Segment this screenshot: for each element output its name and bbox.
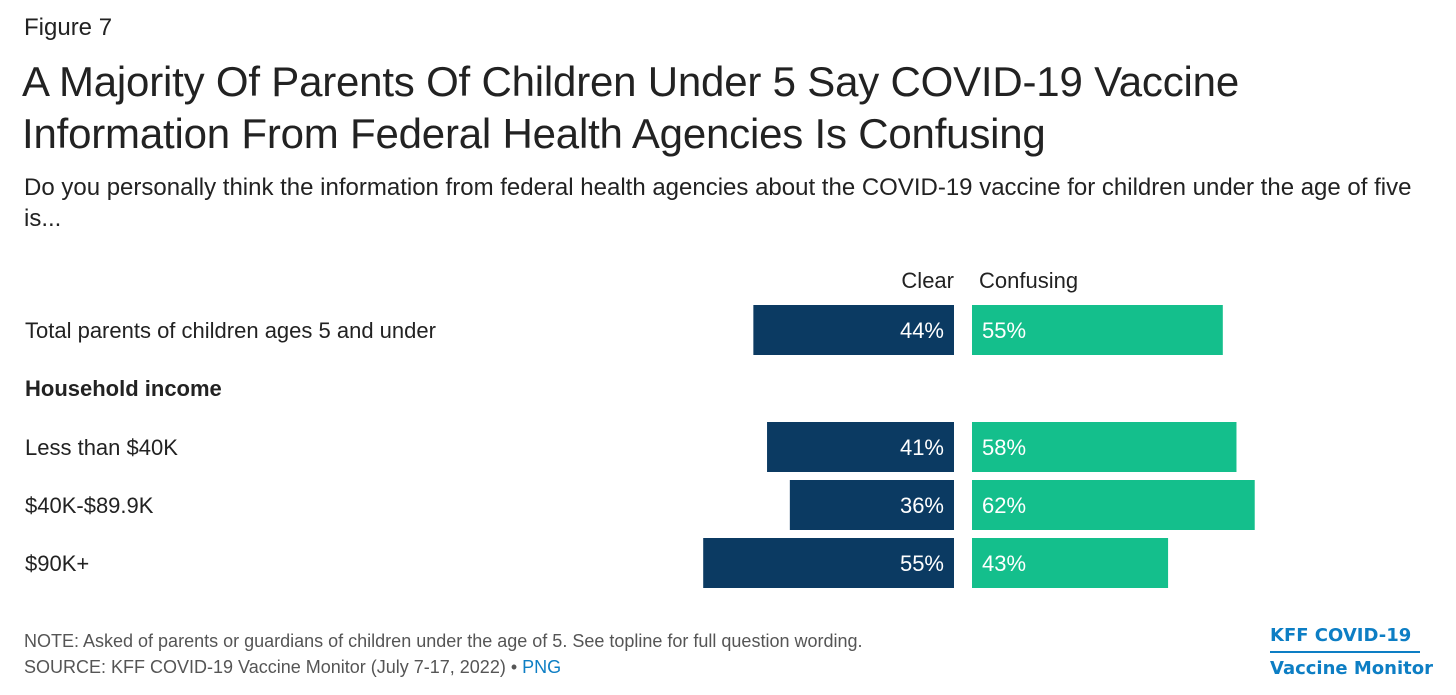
png-link[interactable]: PNG <box>522 657 562 677</box>
bar-label-confusing: 55% <box>982 318 1026 343</box>
row-label: $40K-$89.9K <box>25 493 154 518</box>
bar-label-confusing: 43% <box>982 551 1026 576</box>
bar-confusing <box>972 305 1223 355</box>
row-label: Total parents of children ages 5 and und… <box>25 318 436 343</box>
chart-subtitle: Do you personally think the information … <box>24 174 1412 232</box>
bar-confusing <box>972 480 1255 530</box>
bar-clear <box>789 480 954 530</box>
row-label: Less than $40K <box>25 435 178 460</box>
logo-line-2: Vaccine Monitor <box>1270 658 1434 679</box>
bar-label-clear: 41% <box>900 435 944 460</box>
bar-confusing <box>972 538 1169 588</box>
source-text: SOURCE: KFF COVID-19 Vaccine Monitor (Ju… <box>24 654 561 680</box>
source-prefix: SOURCE: KFF COVID-19 Vaccine Monitor (Ju… <box>24 657 523 677</box>
chart-title: A Majority Of Parents Of Children Under … <box>22 58 1239 157</box>
bar-label-confusing: 62% <box>982 493 1026 518</box>
kff-logo: KFF COVID-19 Vaccine Monitor <box>1270 622 1438 683</box>
bar-label-clear: 44% <box>900 318 944 343</box>
bar-clear <box>703 538 954 588</box>
row-label: $90K+ <box>25 551 89 576</box>
bar-confusing <box>972 422 1237 472</box>
note-text: NOTE: Asked of parents or guardians of c… <box>24 631 863 651</box>
bar-clear <box>767 422 954 472</box>
bar-label-clear: 55% <box>900 551 944 576</box>
group-heading: Household income <box>25 376 222 401</box>
logo-line-1: KFF COVID-19 <box>1270 622 1420 653</box>
bar-clear <box>753 305 954 355</box>
figure-label: Figure 7 <box>24 14 113 41</box>
header-clear: Clear <box>901 268 954 293</box>
bar-label-clear: 36% <box>900 493 944 518</box>
header-confusing: Confusing <box>979 268 1078 293</box>
bar-label-confusing: 58% <box>982 435 1026 460</box>
